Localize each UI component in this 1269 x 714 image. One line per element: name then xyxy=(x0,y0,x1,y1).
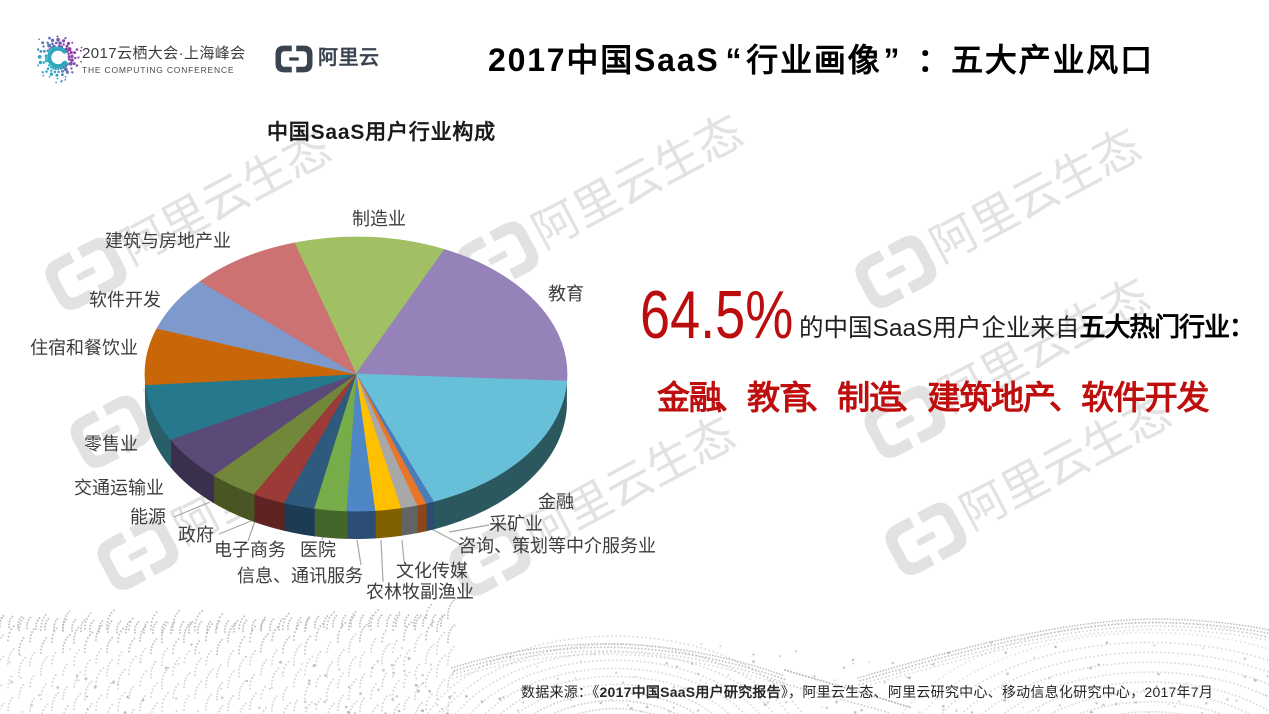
svg-text:阿里云生态: 阿里云生态 xyxy=(922,118,1149,272)
svg-text:阿里云生态: 阿里云生态 xyxy=(524,104,751,258)
